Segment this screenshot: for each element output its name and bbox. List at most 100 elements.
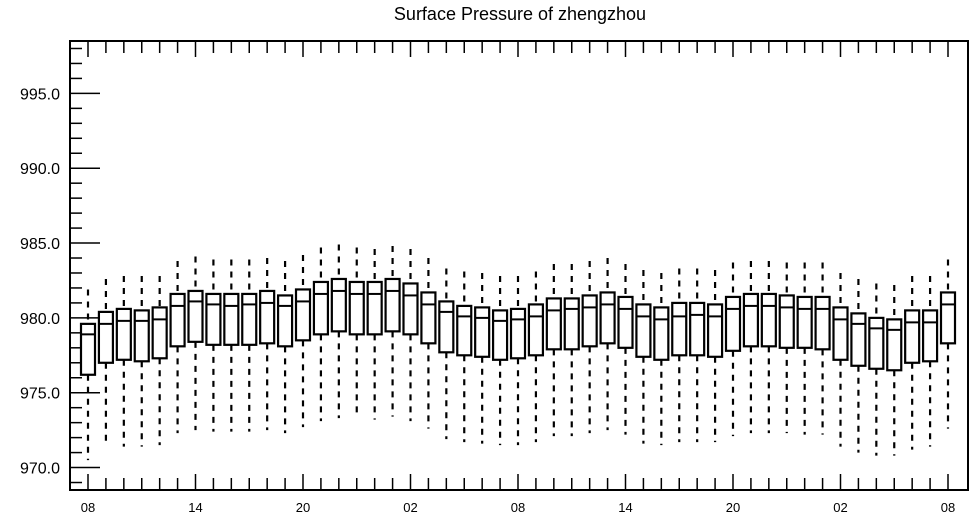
- box-body: [509, 307, 527, 360]
- box-body: [438, 300, 455, 354]
- box-group: [617, 264, 634, 435]
- box-group: [850, 278, 867, 453]
- box-body: [706, 303, 724, 358]
- box-body: [205, 292, 222, 346]
- x-tick-label: 08: [511, 500, 525, 515]
- x-tick-label: 20: [726, 500, 740, 515]
- box-group: [581, 261, 598, 434]
- box-body: [724, 295, 742, 352]
- box-body: [527, 303, 545, 357]
- box-body: [921, 309, 939, 363]
- box-group: [939, 259, 957, 429]
- box-body: [420, 291, 437, 345]
- box-group: [599, 258, 616, 431]
- box-body: [402, 282, 419, 336]
- box-group: [348, 247, 365, 419]
- box-group: [509, 275, 527, 446]
- box-body: [653, 306, 670, 361]
- x-tick-label: 02: [833, 500, 847, 515]
- box-group: [420, 258, 437, 429]
- box-body: [241, 292, 258, 346]
- box-body: [330, 277, 347, 333]
- box-body: [169, 292, 186, 348]
- box-group: [868, 283, 885, 456]
- box-group: [563, 264, 580, 437]
- box-group: [330, 244, 347, 419]
- box-body: [635, 303, 652, 358]
- box-group: [760, 261, 777, 434]
- box-group: [151, 275, 168, 446]
- box-group: [402, 249, 419, 422]
- box-body: [617, 295, 634, 349]
- box-group: [223, 259, 240, 432]
- box-group: [724, 262, 742, 437]
- box-group: [79, 289, 97, 461]
- box-group: [187, 256, 204, 431]
- box-group: [706, 269, 724, 443]
- y-tick-label: 970.0: [20, 461, 60, 478]
- box-body: [689, 301, 706, 357]
- box-group: [312, 247, 330, 422]
- box-body: [886, 318, 903, 372]
- box-group: [384, 246, 401, 417]
- box-body: [384, 277, 401, 333]
- box-group: [276, 261, 294, 434]
- box-group: [832, 272, 849, 447]
- y-tick-label: 975.0: [20, 386, 60, 403]
- box-body: [814, 295, 831, 351]
- x-tick-label: 08: [81, 500, 95, 515]
- y-tick-label: 985.0: [20, 236, 60, 253]
- box-body: [796, 295, 813, 349]
- box-body: [491, 309, 509, 361]
- box-group: [474, 272, 491, 444]
- axes-layer: 970.0 975.0 980.0 985.0 990.0 995.0 08 14 20 02 08…: [20, 41, 955, 515]
- box-group: [366, 249, 383, 420]
- box-body: [563, 297, 580, 351]
- box-body: [366, 280, 383, 336]
- box-body: [348, 280, 365, 336]
- box-body: [456, 304, 473, 357]
- x-tick-label: 08: [941, 500, 955, 515]
- box-group: [796, 262, 813, 435]
- box-group: [241, 259, 258, 432]
- y-tick-label: 995.0: [20, 86, 60, 103]
- box-body: [778, 294, 795, 349]
- box-body: [760, 292, 777, 348]
- box-body: [79, 322, 97, 376]
- box-body: [868, 316, 885, 370]
- box-group: [778, 262, 795, 434]
- box-group: [814, 262, 831, 435]
- box-group: [491, 275, 509, 446]
- x-tick-label: 14: [188, 500, 202, 515]
- box-group: [742, 261, 760, 434]
- box-body: [294, 288, 312, 342]
- box-group: [886, 284, 903, 456]
- box-body: [742, 292, 760, 348]
- box-group: [259, 258, 276, 431]
- box-body: [939, 291, 957, 345]
- box-body: [599, 291, 616, 345]
- box-group: [438, 268, 455, 440]
- x-tick-label: 20: [296, 500, 310, 515]
- box-body: [671, 301, 688, 357]
- box-body: [259, 289, 276, 345]
- box-group: [205, 259, 222, 432]
- box-body: [850, 312, 867, 367]
- box-group: [635, 269, 652, 444]
- plot-frame: [69, 40, 969, 491]
- box-body: [312, 280, 330, 336]
- box-body: [276, 294, 294, 348]
- box-group: [921, 275, 939, 447]
- box-group: [97, 278, 115, 447]
- box-body: [545, 297, 562, 351]
- box-body: [151, 306, 168, 360]
- box-group: [456, 271, 473, 443]
- box-body: [832, 306, 849, 361]
- box-group: [653, 272, 670, 446]
- chart-title: Surface Pressure of zhengzhou: [394, 4, 646, 24]
- box-group: [294, 255, 312, 428]
- box-body: [187, 289, 204, 343]
- box-body: [97, 310, 115, 364]
- x-tick-label: 14: [618, 500, 632, 515]
